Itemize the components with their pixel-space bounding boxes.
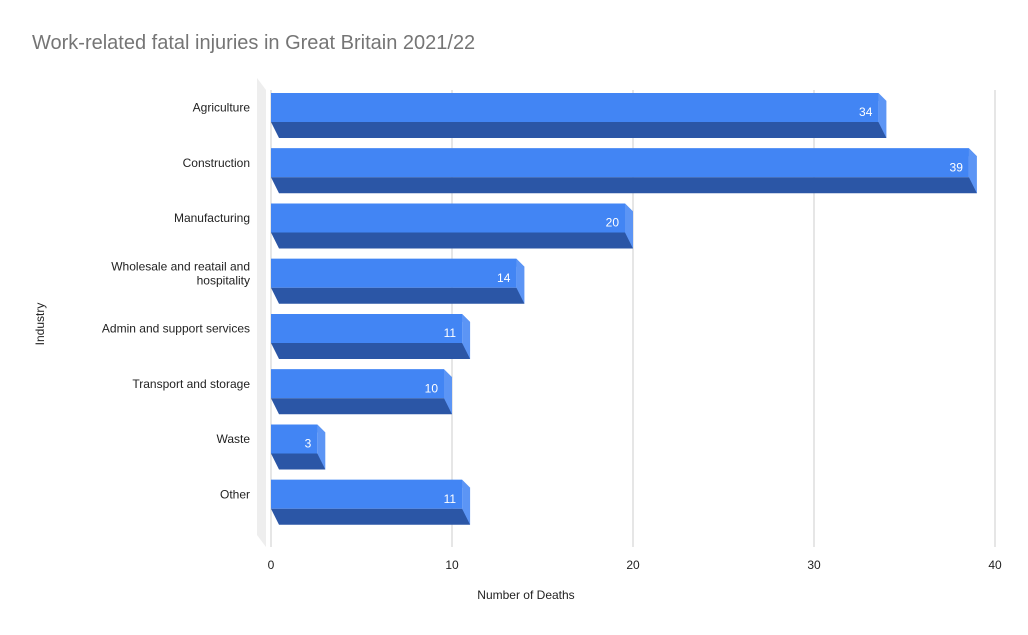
bar-bottom-face <box>271 343 471 359</box>
bar-bottom-face <box>271 508 471 525</box>
y-tick-label: Construction <box>183 156 250 170</box>
bar <box>271 93 879 122</box>
chart-wall <box>257 78 266 547</box>
x-tick-label: 0 <box>268 558 275 572</box>
x-tick-label: 40 <box>988 558 1002 572</box>
data-label: 11 <box>444 492 457 506</box>
data-label: 39 <box>950 160 964 174</box>
bar-bottom-face <box>271 232 633 249</box>
x-tick-label: 20 <box>626 558 640 572</box>
bar-bottom-face <box>271 177 977 194</box>
data-label: 34 <box>859 105 873 119</box>
bar <box>271 258 517 288</box>
bar <box>271 203 625 233</box>
bar <box>271 148 969 178</box>
bar-bottom-face <box>271 122 887 138</box>
data-label: 20 <box>606 216 620 230</box>
y-tick-label: Manufacturing <box>174 211 250 225</box>
x-tick-label: 10 <box>445 558 459 572</box>
x-tick-label: 30 <box>807 558 821 572</box>
x-axis-label: Number of Deaths <box>477 588 575 602</box>
data-label: 3 <box>305 437 312 451</box>
y-tick-label: Transport and storage <box>132 377 250 391</box>
y-tick-label: Other <box>220 487 250 501</box>
y-tick-label: Waste <box>216 432 250 446</box>
bar <box>271 369 444 399</box>
bar-bottom-face <box>271 398 452 415</box>
y-tick-label: Admin and support services <box>102 322 250 336</box>
bar-bottom-face <box>271 287 525 304</box>
bar <box>271 424 318 454</box>
bar <box>271 314 463 343</box>
data-label: 10 <box>425 381 439 395</box>
bar <box>271 479 463 509</box>
y-tick-label: Agriculture <box>193 101 251 115</box>
y-tick-label: Wholesale and reatail and hospitality <box>111 259 250 287</box>
chart-title: Work-related fatal injuries in Great Bri… <box>32 32 476 54</box>
data-label: 14 <box>497 271 511 285</box>
y-axis-label: Industry <box>33 302 47 346</box>
bar-bottom-face <box>271 453 326 470</box>
data-label: 11 <box>444 326 457 340</box>
